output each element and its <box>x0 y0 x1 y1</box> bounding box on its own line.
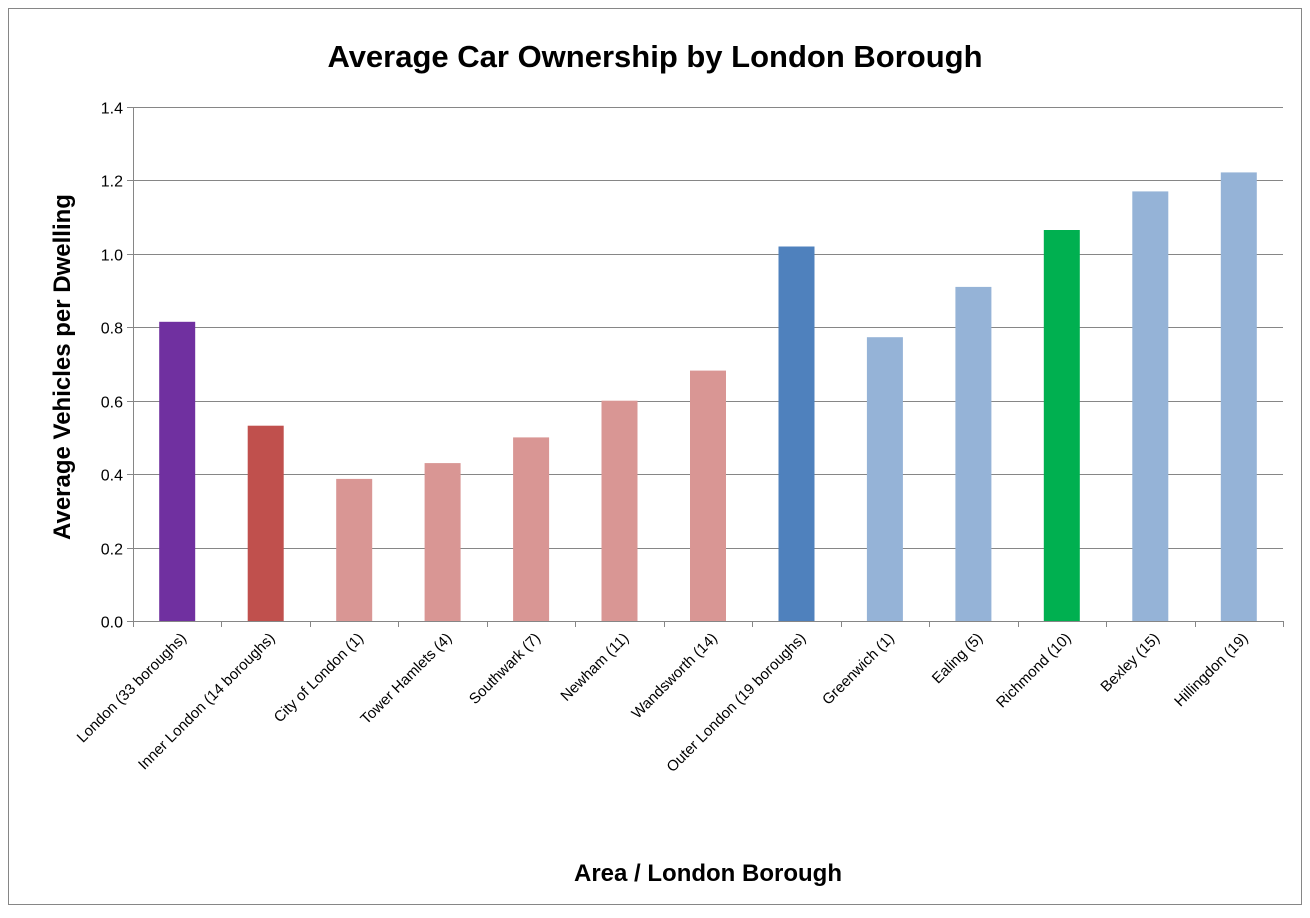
y-axis-title: Average Vehicles per Dwelling <box>49 194 76 540</box>
y-tick-label: 1.0 <box>101 248 123 265</box>
bar <box>690 370 726 621</box>
bar <box>513 437 550 621</box>
x-axis-title: Area / London Borough <box>574 860 842 887</box>
y-tick-label: 0.4 <box>101 468 123 485</box>
y-tick-label: 0.6 <box>101 395 123 412</box>
y-tick-label: 0.2 <box>101 542 123 559</box>
y-tick-label: 0.0 <box>101 615 123 632</box>
chart-border <box>8 8 1302 905</box>
y-tick-label: 0.8 <box>101 321 123 338</box>
bar <box>336 478 373 621</box>
bar <box>1220 172 1257 621</box>
y-tick-label: 1.2 <box>101 174 123 191</box>
y-tick-labels: 0.0 0.2 0.4 0.6 0.8 1.0 1.2 1.4 <box>101 101 123 632</box>
bar <box>601 400 638 621</box>
bar <box>955 286 992 621</box>
bar <box>866 337 903 621</box>
bar <box>778 246 815 621</box>
bar <box>424 463 461 621</box>
y-tick-label: 1.4 <box>101 101 123 118</box>
bar <box>1132 191 1169 621</box>
bar <box>1043 230 1080 621</box>
bar <box>159 321 196 621</box>
bars <box>159 172 1257 621</box>
axes <box>133 107 1284 627</box>
chart-title: Average Car Ownership by London Borough <box>327 39 982 74</box>
bar <box>247 425 284 621</box>
